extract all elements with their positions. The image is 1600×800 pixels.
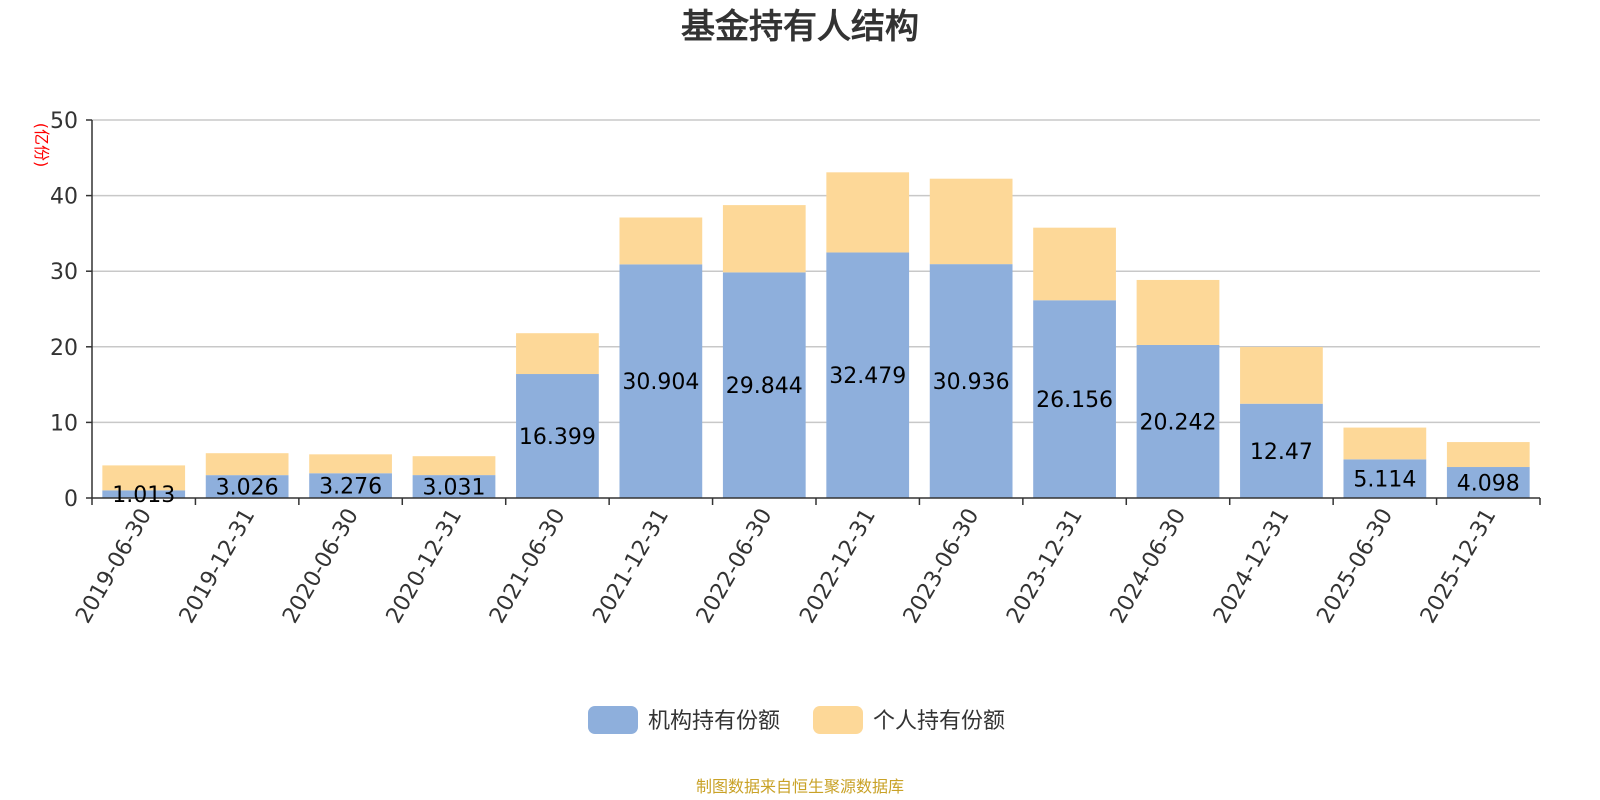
bar-institutional[interactable] [102,490,186,498]
legend[interactable]: 机构持有份额 个人持有份额 [588,706,1005,734]
bar-individual[interactable] [102,465,186,491]
y-tick-label: 50 [50,109,78,134]
data-label: 20.242 [1140,410,1217,435]
legend-item-individual[interactable]: 个人持有份额 [813,706,1005,734]
bar-institutional[interactable] [619,264,703,498]
bar-institutional[interactable] [1446,467,1530,498]
chart-title: 基金持有人结构 [681,7,919,47]
y-tick-label: 30 [50,260,78,285]
x-tick-label: 2021-12-31 [588,505,674,628]
x-tick-label: 2025-06-30 [1312,505,1398,628]
data-label: 30.936 [933,370,1010,395]
x-tick-label: 2019-06-30 [71,505,157,628]
bar-individual[interactable] [826,172,910,253]
bar-individual[interactable] [619,217,703,265]
data-label: 1.013 [112,483,175,508]
data-label: 3.026 [216,476,279,501]
bar-individual[interactable] [516,333,599,375]
y-tick-label: 10 [50,411,78,436]
x-tick-label: 2025-12-31 [1416,505,1502,628]
x-tick-label: 2024-12-31 [1209,505,1295,628]
y-tick-label: 0 [64,487,78,512]
bar-individual[interactable] [1240,347,1323,404]
data-label: 4.098 [1457,472,1520,497]
bar-institutional[interactable] [309,473,392,498]
x-tick-label: 2023-06-30 [899,504,985,627]
y-tick-label: 40 [50,185,78,210]
data-label: 29.844 [726,374,803,399]
bar-institutional[interactable] [1240,403,1323,498]
bar-individual[interactable] [1136,279,1220,345]
data-source: 制图数据来自恒生聚源数据库 [696,777,904,796]
legend-label: 机构持有份额 [648,709,780,734]
data-label: 12.47 [1250,440,1313,465]
x-tick-label: 2019-12-31 [175,505,261,628]
data-label: 3.031 [423,476,486,501]
bar-individual[interactable] [929,178,1013,265]
bar-institutional[interactable] [929,264,1013,498]
legend-swatch [813,706,863,734]
bar-institutional[interactable] [1033,300,1116,498]
data-label: 32.479 [829,364,906,389]
bar-individual[interactable] [309,454,392,474]
x-tick-label: 2021-06-30 [485,505,571,628]
x-tick-label: 2020-06-30 [278,505,364,628]
data-label: 30.904 [622,370,699,395]
bar-institutional[interactable] [205,475,289,498]
x-tick-label: 2023-12-31 [1002,505,1088,628]
x-tick-label: 2022-06-30 [692,505,778,628]
bar-institutional[interactable] [826,252,910,498]
bar-institutional[interactable] [516,374,599,498]
data-label: 3.276 [319,475,382,500]
bar-institutional[interactable] [1343,459,1427,498]
data-label: 16.399 [519,425,596,450]
bar-individual[interactable] [1033,227,1116,301]
data-labels: 1.013 3.026 3.276 3.031 16.399 30.904 29.844 32… [112,364,1520,508]
x-tick-label: 2024-06-30 [1106,505,1192,628]
bar-individual[interactable] [1446,442,1530,468]
legend-swatch [588,706,638,734]
x-tick-label: 2022-12-31 [795,505,881,628]
bar-institutional[interactable] [1136,344,1220,498]
data-label: 26.156 [1036,388,1113,413]
x-tick-label: 2020-12-31 [382,505,468,628]
bar-individual[interactable] [722,205,806,273]
bar-individual[interactable] [1343,427,1427,460]
bar-individual[interactable] [412,456,496,476]
data-label: 5.114 [1353,468,1416,493]
bar-institutional[interactable] [722,272,806,498]
legend-label: 个人持有份额 [873,709,1005,734]
bar-institutional[interactable] [412,475,496,498]
y-tick-label: 20 [50,336,78,361]
bar-individual[interactable] [205,453,289,476]
y-axis-unit: (亿份) [32,123,51,168]
bars [102,172,1530,498]
legend-item-institutional[interactable]: 机构持有份额 [588,706,780,734]
